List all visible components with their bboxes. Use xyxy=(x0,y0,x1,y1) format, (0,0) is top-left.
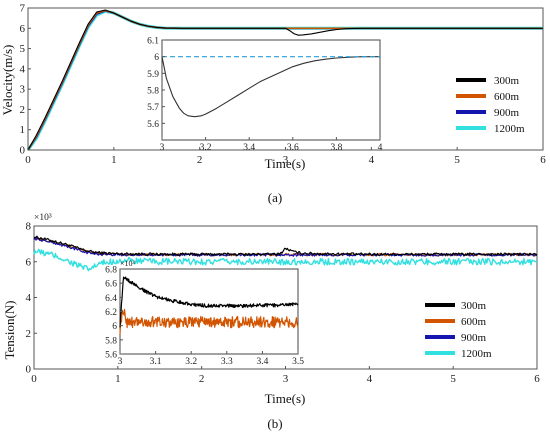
panel-a-inset-x-tick-label: 3.2 xyxy=(200,143,212,153)
panel-a-series xyxy=(26,9,543,151)
legend-b-label-600m: 600m xyxy=(461,316,487,328)
panel-a-y-ticks: 0 1 2 3 4 5 6 7 xyxy=(20,3,31,157)
panel-b-inset-y-tick-label: 5.6 xyxy=(105,351,117,361)
panel-a-inset-y-tick-label: 5.7 xyxy=(147,103,159,113)
panel-b-inset: ×10³ 3 3.1 3.2 3.3 3.4 3.5 5.6 5.8 6 6.2 6.4 6.6 6.… xyxy=(105,259,304,367)
panel-b-inset-x-tick-label: 3.2 xyxy=(185,357,197,367)
legend-b-label-900m: 900m xyxy=(461,332,487,344)
panel-b-y-tick-label: 2 xyxy=(26,328,32,340)
panel-b-x-tick-label: 1 xyxy=(115,373,121,385)
panel-b-inset-y-tick-label: 5.8 xyxy=(105,336,117,346)
panel-b-inset-y-multiplier: ×10³ xyxy=(120,259,136,268)
legend-a-label-300m: 300m xyxy=(494,75,520,87)
panel-a-inset-x-tick-label: 3 xyxy=(160,143,165,153)
panel-b-series-1200m xyxy=(33,248,538,272)
legend-a-label-1200m: 1200m xyxy=(494,123,525,135)
panel-b-y-tick-label: 4 xyxy=(26,292,32,304)
panel-a-x-tick-label: 5 xyxy=(454,154,460,166)
panel-b-legend: 300m 600m 900m 1200m xyxy=(418,298,518,362)
panel-a-inset-x-tick-label: 3.4 xyxy=(243,143,255,153)
panel-b-inset-x-ticks: 3 3.1 3.2 3.3 3.4 3.5 xyxy=(118,351,304,367)
panel-b-y-label: Tension(N) xyxy=(2,300,17,359)
panel-b-x-tick-label: 3 xyxy=(283,373,289,385)
panel-a-y-tick-label: 0 xyxy=(20,145,26,157)
panel-a: 0 1 2 3 4 5 6 0 1 2 3 4 5 6 7 Time(s) Velocity(m/s) (… xyxy=(0,3,546,206)
panel-b-x-tick-label: 4 xyxy=(367,373,373,385)
panel-a-x-ticks: 0 1 2 3 4 5 6 xyxy=(25,147,546,166)
panel-a-inset-y-ticks: 5.6 5.7 5.8 5.9 6 6.1 xyxy=(147,37,165,130)
panel-a-y-label: Velocity(m/s) xyxy=(0,45,15,116)
panel-b-series-300m xyxy=(33,235,538,257)
panel-a-inset-y-tick-label: 5.8 xyxy=(147,87,159,97)
panel-b-inset-y-tick-label: 6.4 xyxy=(105,294,117,304)
panel-b-y-tick-label: 6 xyxy=(26,256,32,268)
panel-b-x-tick-label: 0 xyxy=(31,373,37,385)
panel-a-inset-series-300m xyxy=(161,56,380,118)
panel-a-inset-x-ticks: 3 3.2 3.4 3.6 3.8 4 xyxy=(160,137,383,153)
panel-b-x-tick-label: 5 xyxy=(450,373,456,385)
panel-b-inset-y-tick-label: 6.6 xyxy=(105,280,117,290)
panel-b-caption: (b) xyxy=(267,416,282,431)
legend-a-label-600m: 600m xyxy=(494,91,520,103)
panel-a-inset-y-tick-label: 5.6 xyxy=(147,120,159,130)
panel-a-inset: 3 3.2 3.4 3.6 3.8 4 5.6 5.7 5.8 5.9 6 6.1 xyxy=(147,37,383,154)
panel-a-inset-series xyxy=(161,56,380,118)
panel-b-inset-frame xyxy=(119,268,299,355)
panel-b-x-ticks: 0 1 2 3 4 5 6 xyxy=(31,366,540,385)
panel-a-inset-x-tick-label: 4 xyxy=(378,143,383,153)
panel-a-y-tick-label: 2 xyxy=(20,104,26,116)
legend-b-label-300m: 300m xyxy=(461,300,487,312)
panel-a-inset-frame xyxy=(161,39,381,141)
panel-a-x-tick-label: 2 xyxy=(197,154,203,166)
panel-a-inset-y-tick-label: 6 xyxy=(154,53,159,63)
panel-a-y-tick-label: 4 xyxy=(20,63,26,75)
panel-b: ×10³ 0 1 2 3 4 5 6 0 2 4 6 8 Time(s) Tension(N) (b… xyxy=(2,213,540,431)
panel-a-legend: 300m 600m 900m 1200m xyxy=(452,72,542,136)
legend-a-label-900m: 900m xyxy=(494,107,520,119)
panel-a-inset-y-tick-label: 5.9 xyxy=(147,70,159,80)
panel-b-inset-y-tick-label: 6.8 xyxy=(105,266,117,276)
panel-b-inset-series-600m xyxy=(119,308,299,335)
panel-a-x-tick-label: 4 xyxy=(369,154,375,166)
panel-a-legend-box xyxy=(452,72,542,136)
panel-a-y-tick-label: 1 xyxy=(20,124,26,136)
panel-a-series-300m xyxy=(27,9,543,151)
panel-a-x-tick-label: 3 xyxy=(283,154,289,166)
panel-b-y-tick-label: 8 xyxy=(26,221,32,233)
panel-a-y-tick-label: 5 xyxy=(20,43,26,55)
panel-b-inset-series xyxy=(119,276,299,335)
panel-b-x-tick-label: 2 xyxy=(199,373,205,385)
panel-b-inset-y-ticks: 5.6 5.8 6 6.2 6.4 6.6 6.8 xyxy=(105,266,123,361)
panel-b-inset-y-tick-label: 6 xyxy=(112,322,117,332)
panel-a-inset-y-tick-label: 6.1 xyxy=(147,37,159,47)
panel-b-inset-series-300m xyxy=(119,276,299,328)
panel-b-y-multiplier: ×10³ xyxy=(34,213,52,223)
panel-b-inset-x-tick-label: 3.5 xyxy=(292,357,304,367)
panel-b-x-tick-label: 6 xyxy=(534,373,540,385)
panel-b-y-tick-label: 0 xyxy=(26,364,32,376)
panel-a-y-tick-label: 7 xyxy=(20,3,26,15)
panel-b-inset-x-tick-label: 3.1 xyxy=(150,357,162,367)
panel-b-y-ticks: 0 2 4 6 8 xyxy=(26,221,37,376)
panel-a-inset-x-tick-label: 3.6 xyxy=(287,143,299,153)
panel-a-x-label: Time(s) xyxy=(265,156,306,171)
panel-a-caption: (a) xyxy=(268,190,282,205)
legend-b-label-1200m: 1200m xyxy=(461,348,492,360)
panel-a-x-tick-label: 6 xyxy=(540,154,546,166)
panel-b-inset-x-tick-label: 3 xyxy=(118,357,123,367)
panel-b-inset-x-tick-label: 3.4 xyxy=(256,357,268,367)
panel-b-inset-y-tick-label: 6.2 xyxy=(105,308,117,318)
panel-a-y-tick-label: 3 xyxy=(20,84,26,96)
panel-a-x-tick-label: 0 xyxy=(25,154,31,166)
panel-a-x-tick-label: 1 xyxy=(111,154,117,166)
panel-b-series xyxy=(33,235,538,272)
panel-a-inset-x-tick-label: 3.8 xyxy=(330,143,342,153)
panel-a-y-tick-label: 6 xyxy=(20,23,26,35)
panel-b-x-label: Time(s) xyxy=(265,391,306,406)
panel-b-inset-x-tick-label: 3.3 xyxy=(221,357,233,367)
